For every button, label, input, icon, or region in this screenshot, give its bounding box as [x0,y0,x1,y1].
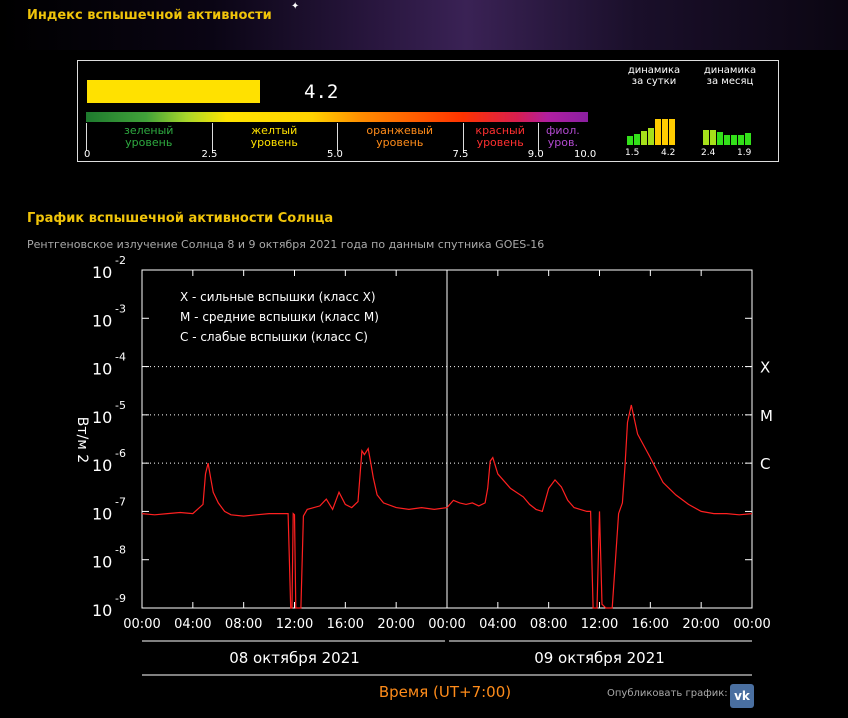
index-scale-gradient [86,112,588,122]
y-tick-exponent: -3 [115,302,126,315]
y-tick-label: 10 [92,456,112,475]
month-dynamics-bar [710,130,716,145]
y-tick-label: 10 [92,553,112,572]
y-tick-exponent: -4 [115,351,126,364]
scale-tick-label: 10.0 [574,149,597,160]
level-label-0: зеленый уровень [124,124,174,149]
class-label-M: M [760,407,773,425]
y-tick-exponent: -8 [115,544,126,557]
y-tick-exponent: -9 [115,592,126,605]
day-dynamics-bar [641,131,647,145]
x-tick-label: 04:00 [174,617,211,632]
x-tick-label: 00:00 [428,617,465,632]
scale-tick-label: 0 [84,149,91,160]
y-tick-label: 10 [92,360,112,379]
y-tick-label: 10 [92,311,112,330]
scale-tick-label: 7.5 [452,149,469,160]
y-tick-exponent: -2 [115,254,126,267]
space-background [0,0,848,50]
month-dynamics-bar [745,133,751,145]
day-dynamics-first-label: 1.5 [625,148,640,158]
flare-index-panel: 4.2 зеленый уровень желтый уровень оранжевый… [77,60,779,162]
x-tick-label: 08:00 [530,617,567,632]
legend-entry: X - сильные вспышки (класс X) [180,290,376,304]
y-tick-exponent: -6 [115,447,126,460]
x-tick-label: 12:00 [581,617,618,632]
y-tick-label: 10 [92,504,112,523]
day-label-2: 09 октября 2021 [534,649,665,667]
level-label-1: желтый уровень [250,124,298,149]
month-dynamics-bar [717,132,723,145]
publish-label: Опубликовать график: [607,688,728,699]
index-bar [87,80,260,103]
class-label-C: C [760,455,770,473]
level-label-3: красный уровень [475,124,525,149]
y-tick-label: 10 [92,601,112,620]
chart-section-title: График вспышечной активности Солнца [27,211,334,226]
flux-series-line [141,404,753,609]
y-tick-label: 10 [92,408,112,427]
level-divider [337,123,464,151]
legend-entry: C - слабые вспышки (класс C) [180,330,368,344]
month-dynamics-bar [724,135,730,145]
y-axis-label: Вт/м 2 [74,417,90,463]
level-label-2: оранжевый уровень [366,124,434,149]
y-tick-exponent: -5 [115,399,126,412]
month-dynamics-bar [731,135,737,145]
month-dynamics-bar [703,130,709,145]
legend-entry: M - средние вспышки (класс M) [180,310,379,324]
day-dynamics-bar [669,119,675,145]
vk-share-button[interactable]: vk [730,684,754,708]
x-tick-label: 16:00 [327,617,364,632]
level-divider [86,123,213,151]
level-divider [537,123,589,151]
x-tick-label: 20:00 [377,617,414,632]
y-tick-exponent: -7 [115,495,126,508]
x-tick-label: 04:00 [479,617,516,632]
page-title: Индекс вспышечной активности [27,8,272,23]
month-dynamics-first-label: 2.4 [701,148,716,158]
day-dynamics-bar [627,136,633,145]
month-dynamics-bar [738,135,744,145]
month-dynamics-title: динамика за месяц [703,65,757,87]
x-tick-label: 12:00 [276,617,313,632]
day-dynamics-bar [655,119,661,145]
class-label-X: X [760,359,770,377]
x-tick-label: 00:00 [123,617,160,632]
x-tick-label: 00:00 [733,617,770,632]
month-dynamics-last-label: 1.9 [737,148,752,158]
index-value: 4.2 [304,81,339,103]
day-dynamics-bar [648,128,654,145]
day-dynamics-bar [662,119,668,145]
y-tick-label: 10 [92,263,112,282]
day-dynamics-bar [634,134,640,145]
x-tick-label: 16:00 [632,617,669,632]
scale-tick-label: 9.0 [527,149,544,160]
level-label-4: фиол. уров. [545,124,580,149]
day-label-1: 08 октября 2021 [229,649,360,667]
scale-tick-label: 2.5 [201,149,218,160]
level-divider [211,123,339,151]
x-tick-label: 20:00 [682,617,719,632]
day-dynamics-last-label: 4.2 [661,148,676,158]
scale-tick-label: 5.0 [327,149,343,160]
star-glyph: ✦ [291,1,300,12]
x-tick-label: 08:00 [225,617,262,632]
x-axis-label: Время (UT+7:00) [379,683,511,701]
chart-subtitle: Рентгеновское излучение Солнца 8 и 9 окт… [27,238,545,251]
day-dynamics-title: динамика за сутки [627,65,681,87]
level-divider [462,123,539,151]
